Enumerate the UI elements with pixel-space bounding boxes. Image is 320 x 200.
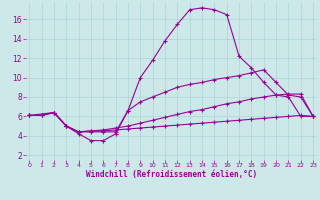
X-axis label: Windchill (Refroidissement éolien,°C): Windchill (Refroidissement éolien,°C)	[86, 170, 257, 179]
